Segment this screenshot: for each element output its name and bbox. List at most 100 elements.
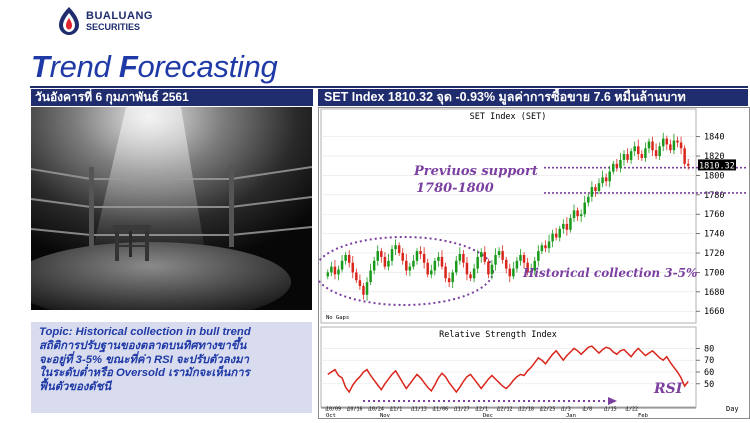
candle-body (576, 210, 579, 217)
candle-body (562, 223, 565, 229)
candle-body (633, 146, 636, 152)
candle-body (422, 254, 426, 263)
candle-body (565, 223, 569, 230)
x-tick-label: 12/12 (497, 407, 512, 413)
price-tick-label: 1720 (704, 249, 724, 259)
candle-body (362, 286, 365, 295)
price-tick-label: 1820 (704, 152, 724, 162)
candle-body (469, 274, 472, 279)
candle-body (537, 251, 540, 261)
month-label: Oct (326, 413, 336, 419)
candle-body (654, 150, 658, 157)
candle-body (383, 256, 387, 267)
candle-body (433, 260, 437, 271)
candle-body (405, 260, 408, 271)
brand-logo: BUALUANG SECURITIES (56, 6, 176, 40)
topic-line: ฟื้นตัวของดัชนี (39, 381, 112, 394)
candle-body (526, 262, 529, 273)
day-axis-label: Day (726, 405, 739, 413)
candle-body (551, 233, 554, 242)
topic-line: สถิติการปรับฐานของตลาดบนทิศทางขาขึ้น (39, 339, 247, 352)
candle-body (669, 144, 672, 151)
candle-body (444, 266, 447, 279)
rsi-chart-title: Relative Strength Index (439, 330, 557, 340)
rsi-arrow-head (608, 397, 617, 405)
candle-body (440, 256, 444, 267)
candle-body (622, 154, 626, 160)
boxing-ring-stool-icon (31, 107, 312, 310)
last-price-tag: 1810.32 (698, 159, 736, 171)
candle-body (462, 254, 465, 263)
set-index-chart: SET Index (SET) 1660 1680 1700 1720 1740 1760… (314, 107, 750, 419)
candle-body (455, 260, 458, 273)
x-tick-label: 10/24 (369, 407, 384, 413)
candle-body (476, 256, 479, 269)
x-tick-label: 11/27 (455, 407, 470, 413)
price-tick-label: 1700 (704, 268, 724, 278)
candle-body (608, 171, 611, 182)
candle-body (522, 254, 526, 263)
candle-body (658, 146, 661, 157)
candle-body (408, 266, 412, 271)
candle-body (340, 260, 344, 270)
price-tick-label: 1840 (704, 133, 724, 143)
boxing-ring-photo (31, 107, 312, 310)
candle-body (355, 272, 358, 281)
set-index-chart-panel: SET Index (SET) 1660 1680 1700 1720 1740 1760… (314, 107, 750, 419)
candle-body (540, 245, 544, 252)
candle-body (508, 268, 512, 277)
candle-body (412, 260, 415, 267)
candle-body (465, 262, 469, 275)
last-price-label: 1810.32 (699, 161, 735, 171)
candle-body (515, 260, 519, 269)
price-tick-label: 1760 (704, 210, 724, 220)
x-tick-label: 1/3 (562, 407, 571, 413)
brand-name-line1: BUALUANG (86, 10, 153, 22)
x-tick-label: 1/22 (626, 407, 638, 413)
candle-body (519, 254, 522, 261)
no-gaps-label: No Gaps (326, 315, 349, 321)
candle-body (344, 254, 347, 261)
candle-body (337, 269, 340, 275)
bualuang-logo-icon (59, 7, 79, 35)
candle-body (547, 241, 551, 249)
rsi-label: RSI (653, 381, 683, 397)
candle-body (629, 151, 633, 160)
rsi-line (327, 345, 689, 394)
page-title: Trend Forecasting (31, 49, 278, 84)
rsi-tick-label: 80 (704, 344, 714, 354)
candle-body (415, 251, 419, 261)
x-tick-label: 12/25 (540, 407, 555, 413)
collection-label: Historical collection 3-5% (522, 266, 697, 280)
candle-body (479, 252, 483, 257)
candle-body (661, 138, 665, 147)
candle-body (644, 148, 647, 158)
candle-body (390, 249, 394, 261)
x-tick-label: 12/18 (519, 407, 534, 413)
candle-body (397, 245, 401, 254)
candle-body (583, 202, 586, 215)
candle-body (333, 266, 337, 275)
candle-body (672, 140, 676, 151)
topic-line: จะอยู่ที่ 3-5% ขณะที่ค่า RSI จะปรับตัวลง… (39, 353, 249, 366)
x-tick-label: 11/06 (433, 407, 448, 413)
candle-body (597, 183, 601, 191)
support-label-2: 1780-1800 (416, 181, 494, 196)
candle-body (487, 261, 490, 275)
candle-body (376, 251, 379, 261)
month-label: Dec (483, 413, 493, 419)
candle-body (426, 262, 429, 275)
candle-body (544, 245, 547, 249)
x-tick-label: 10/16 (347, 407, 362, 413)
candle-body (558, 228, 561, 238)
candle-body (665, 138, 669, 145)
candle-body (651, 141, 654, 151)
candle-body (683, 148, 686, 164)
candle-body (619, 159, 622, 168)
title-underline (30, 86, 748, 88)
candle-body (401, 253, 404, 261)
candle-body (419, 251, 422, 255)
candle-body (686, 163, 690, 166)
price-tick-label: 1740 (704, 230, 724, 240)
candle-body (647, 141, 651, 149)
